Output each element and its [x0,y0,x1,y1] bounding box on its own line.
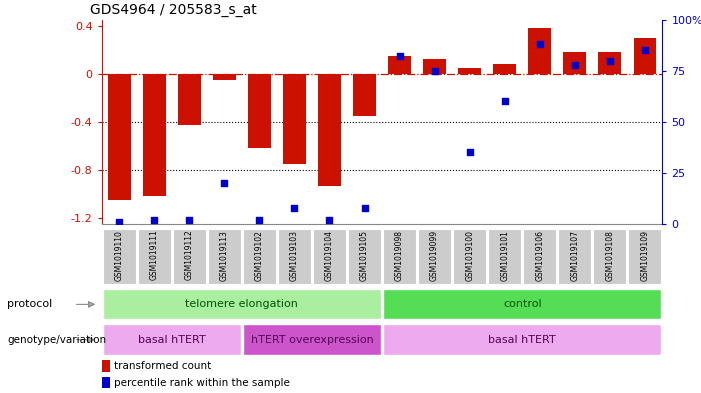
Bar [143,74,165,196]
Point [534,41,545,47]
Bar [213,74,236,80]
Bar [418,228,451,285]
Bar [454,228,486,285]
Text: telomere elongation: telomere elongation [185,299,299,309]
Text: GDS4964 / 205583_s_at: GDS4964 / 205583_s_at [90,3,257,17]
Text: GSM1019104: GSM1019104 [325,230,334,281]
Bar [137,228,171,285]
Bar [102,228,136,285]
Bar [594,228,627,285]
Bar [458,68,481,74]
Point [499,98,510,105]
Text: GSM1019109: GSM1019109 [641,230,649,281]
Bar [629,228,662,285]
Text: GSM1019099: GSM1019099 [430,230,439,281]
Point [289,204,300,211]
Bar [318,74,341,185]
Point [254,217,265,223]
Point [604,57,615,64]
Bar [248,74,271,148]
Text: GSM1019101: GSM1019101 [501,230,509,281]
Point [114,219,125,225]
Bar [313,228,346,285]
Text: genotype/variation: genotype/variation [7,334,106,345]
Bar [102,360,111,372]
Bar [178,74,200,125]
Bar [558,228,592,285]
Bar [599,52,621,74]
Bar [283,74,306,164]
Bar [423,59,446,74]
Text: GSM1019102: GSM1019102 [255,230,264,281]
Text: GSM1019107: GSM1019107 [571,230,579,281]
Point [359,204,370,211]
Point [394,53,405,60]
Text: protocol: protocol [7,299,53,309]
Point [184,217,195,223]
Bar [102,324,241,355]
Text: GSM1019108: GSM1019108 [606,230,614,281]
Bar [243,324,381,355]
Bar [564,52,586,74]
Point [324,217,335,223]
Text: GSM1019111: GSM1019111 [150,230,158,280]
Text: GSM1019113: GSM1019113 [220,230,229,281]
Bar [383,289,662,320]
Text: GSM1019112: GSM1019112 [185,230,193,280]
Bar [383,324,662,355]
Bar [353,74,376,116]
Point [219,180,230,186]
Text: GSM1019098: GSM1019098 [395,230,404,281]
Bar [208,228,241,285]
Bar [102,289,381,320]
Text: basal hTERT: basal hTERT [489,334,556,345]
Point [149,217,160,223]
Text: GSM1019100: GSM1019100 [465,230,474,281]
Point [464,149,475,156]
Text: control: control [503,299,542,309]
Point [569,61,580,68]
Point [429,68,440,74]
Text: GSM1019106: GSM1019106 [536,230,544,281]
Text: GSM1019103: GSM1019103 [290,230,299,281]
Bar [383,228,416,285]
Point [639,47,651,53]
Bar [488,228,521,285]
Bar [102,377,111,388]
Text: hTERT overexpression: hTERT overexpression [250,334,374,345]
Text: basal hTERT: basal hTERT [138,334,205,345]
Text: GSM1019105: GSM1019105 [360,230,369,281]
Text: percentile rank within the sample: percentile rank within the sample [114,378,290,387]
Bar [494,64,516,74]
Bar [108,74,130,200]
Text: GSM1019110: GSM1019110 [115,230,123,281]
Bar [173,228,206,285]
Bar [634,38,656,74]
Text: transformed count: transformed count [114,361,211,371]
Bar [243,228,276,285]
Bar [348,228,381,285]
Bar [388,56,411,74]
Bar [523,228,557,285]
Bar [278,228,311,285]
Bar [529,28,551,74]
